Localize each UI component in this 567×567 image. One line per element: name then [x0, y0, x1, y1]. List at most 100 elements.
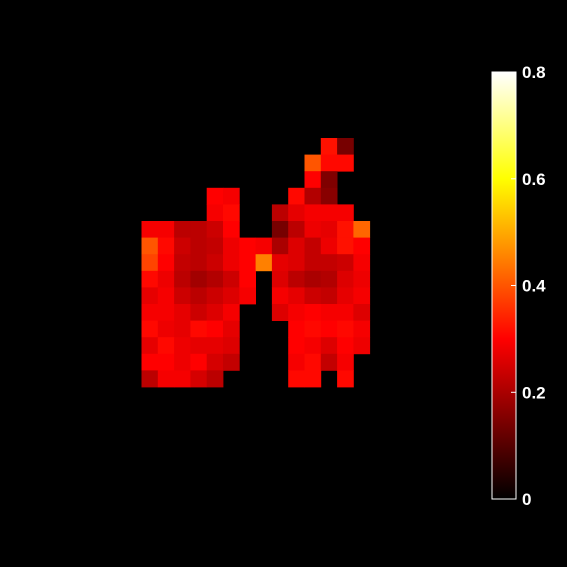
heatmap-cell-r5-c8 [271, 221, 289, 238]
heatmap-cell-r6-c12 [337, 237, 354, 255]
heatmap-cell-r12-c2 [174, 337, 191, 355]
heatmap-cell-r0-c11 [320, 138, 338, 155]
heatmap-cell-r11-c4 [206, 320, 224, 338]
heatmap-cell-r13-c10 [304, 353, 322, 371]
heatmap-cell-r6-c11 [320, 237, 338, 255]
heatmap-cell-r10-c9 [288, 304, 305, 321]
heatmap-cell-r5-c10 [304, 221, 322, 238]
heatmap-cell-r3-c11 [320, 187, 338, 205]
heatmap-cell-r9-c12 [337, 287, 354, 305]
colorbar-tick-label-0: 0 [522, 490, 531, 509]
heatmap-cell-r10-c4 [206, 304, 224, 321]
heatmap-cell-r5-c4 [206, 221, 224, 238]
heatmap-cell-r13-c5 [223, 353, 240, 371]
heatmap-cell-r7-c12 [337, 254, 354, 272]
heatmap-cell-r14-c9 [288, 370, 305, 388]
heatmap-cell-r6-c9 [288, 237, 305, 255]
heatmap-cell-r4-c9 [288, 204, 305, 222]
heatmap-cell-r14-c2 [174, 370, 191, 388]
heatmap-cell-r7-c8 [271, 254, 289, 272]
heatmap-cell-r14-c12 [337, 370, 354, 388]
heatmap-cell-r8-c3 [190, 270, 208, 288]
heatmap-cell-r11-c11 [320, 320, 338, 338]
heatmap-cell-r14-c3 [190, 370, 208, 388]
heatmap-cell-r9-c5 [223, 287, 240, 305]
heatmap-cell-r1-c10 [304, 154, 322, 172]
heatmap-cell-r10-c2 [174, 304, 191, 321]
heatmap-cell-r8-c4 [206, 270, 224, 288]
heatmap-cell-r12-c3 [190, 337, 208, 355]
heatmap-cell-r11-c0 [141, 320, 159, 338]
heatmap-cell-r6-c5 [223, 237, 240, 255]
heatmap-cell-r6-c4 [206, 237, 224, 255]
heatmap-cell-r9-c11 [320, 287, 338, 305]
heatmap-cell-r11-c13 [353, 320, 371, 338]
heatmap-cell-r2-c10 [304, 171, 322, 189]
heatmap-cell-r8-c6 [239, 270, 256, 288]
heatmap-cell-r6-c2 [174, 237, 191, 255]
heatmap-cell-r1-c11 [320, 154, 338, 172]
heatmap-cell-r14-c0 [141, 370, 159, 388]
heatmap-cell-r4-c12 [337, 204, 354, 222]
heatmap-cell-r11-c2 [174, 320, 191, 338]
heatmap-cell-r10-c11 [320, 304, 338, 321]
heatmap-cell-r8-c1 [157, 270, 175, 288]
colorbar-tick-label-3: 0.6 [522, 170, 546, 189]
heatmap-cell-r7-c10 [304, 254, 322, 272]
heatmap-cell-r5-c2 [174, 221, 191, 238]
heatmap-cell-r12-c0 [141, 337, 159, 355]
heatmap-cell-r9-c4 [206, 287, 224, 305]
heatmap-cell-r12-c4 [206, 337, 224, 355]
heatmap-cell-r9-c3 [190, 287, 208, 305]
heatmap-cell-r4-c8 [271, 204, 289, 222]
heatmap-cell-r10-c5 [223, 304, 240, 321]
heatmap-cell-r4-c5 [223, 204, 240, 222]
heatmap-cell-r10-c12 [337, 304, 354, 321]
colorbar-tick-label-2: 0.4 [522, 277, 546, 296]
heatmap-cell-r14-c4 [206, 370, 224, 388]
heatmap-cell-r6-c6 [239, 237, 256, 255]
heatmap-cell-r11-c10 [304, 320, 322, 338]
heatmap-cell-r5-c0 [141, 221, 159, 238]
heatmap-cell-r5-c5 [223, 221, 240, 238]
heatmap-cell-r9-c2 [174, 287, 191, 305]
heatmap-cell-r10-c0 [141, 304, 159, 321]
heatmap-cell-r8-c8 [271, 270, 289, 288]
heatmap-cell-r9-c10 [304, 287, 322, 305]
heatmap-cell-r4-c10 [304, 204, 322, 222]
heatmap-cell-r10-c1 [157, 304, 175, 321]
heatmap-cell-r6-c7 [255, 237, 273, 255]
heatmap-cell-r9-c6 [239, 287, 256, 305]
heatmap-cell-r10-c10 [304, 304, 322, 321]
colorbar-tick-label-4: 0.8 [522, 63, 546, 82]
heatmap-cell-r9-c0 [141, 287, 159, 305]
heatmap-cell-r7-c13 [353, 254, 371, 272]
heatmap-cell-r13-c11 [320, 353, 338, 371]
heatmap-cell-r10-c8 [271, 304, 289, 321]
heatmap-cell-r8-c13 [353, 270, 371, 288]
heatmap-cell-r7-c3 [190, 254, 208, 272]
heatmap [141, 138, 371, 388]
colorbar: 0 0.2 0.4 0.6 0.8 [491, 63, 546, 509]
heatmap-cell-r7-c11 [320, 254, 338, 272]
heatmap-cell-r12-c12 [337, 337, 354, 355]
heatmap-cell-r12-c5 [223, 337, 240, 355]
heatmap-cell-r14-c10 [304, 370, 322, 388]
heatmap-cell-r10-c3 [190, 304, 208, 321]
heatmap-cell-r11-c1 [157, 320, 175, 338]
heatmap-cell-r13-c12 [337, 353, 354, 371]
heatmap-cell-r5-c9 [288, 221, 305, 238]
heatmap-cell-r11-c3 [190, 320, 208, 338]
heatmap-cell-r6-c10 [304, 237, 322, 255]
colorbar-tick-label-1: 0.2 [522, 383, 546, 402]
heatmap-cell-r9-c13 [353, 287, 371, 305]
heatmap-cell-r12-c1 [157, 337, 175, 355]
heatmap-cell-r9-c1 [157, 287, 175, 305]
heatmap-cell-r5-c3 [190, 221, 208, 238]
heatmap-cell-r8-c10 [304, 270, 322, 288]
heatmap-cell-r6-c13 [353, 237, 371, 255]
heatmap-cell-r8-c12 [337, 270, 354, 288]
heatmap-cell-r9-c9 [288, 287, 305, 305]
heatmap-cell-r3-c9 [288, 187, 305, 205]
